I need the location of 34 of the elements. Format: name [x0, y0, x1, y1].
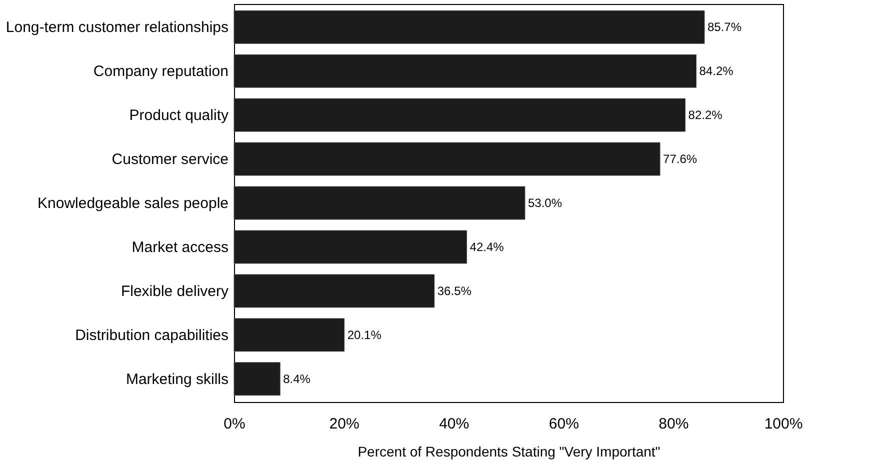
y-tick-label: Customer service	[112, 151, 228, 168]
y-tick-label: Marketing skills	[126, 370, 228, 388]
data-label: 20.1%	[347, 328, 382, 342]
x-tick-label: 80%	[658, 416, 689, 432]
x-tick-label: 100%	[764, 416, 803, 432]
bar	[234, 362, 280, 396]
bar	[234, 318, 345, 352]
x-axis-title: Percent of Respondents Stating "Very Important"	[358, 444, 660, 460]
data-label: 77.6%	[663, 152, 698, 166]
x-tick-label: 20%	[329, 416, 360, 432]
y-tick-label: Long-term customer relationships	[6, 19, 228, 36]
y-tick-label: Flexible delivery	[120, 282, 229, 300]
bar	[234, 98, 686, 132]
y-tick-label: Distribution capabilities	[75, 326, 228, 344]
bar	[234, 142, 660, 176]
y-tick-label: Company reputation	[93, 63, 228, 80]
y-tick-label: Market access	[132, 238, 228, 256]
data-label: 53.0%	[528, 196, 562, 210]
data-label: 85.7%	[707, 20, 742, 34]
bar	[234, 230, 468, 264]
x-tick-label: 0%	[224, 416, 246, 432]
data-label: 84.2%	[699, 64, 734, 78]
bar	[234, 186, 526, 220]
y-tick-label: Product quality	[129, 107, 229, 124]
data-label: 82.2%	[688, 108, 723, 122]
data-label: 36.5%	[437, 284, 472, 298]
data-label: 42.4%	[470, 240, 504, 254]
x-tick-label: 60%	[548, 416, 579, 432]
bar	[234, 54, 697, 88]
bar	[234, 274, 435, 308]
x-tick-label: 40%	[439, 416, 470, 432]
data-label: 8.4%	[283, 372, 311, 386]
y-tick-label: Knowledgeable sales people	[38, 195, 228, 212]
bar	[234, 10, 705, 44]
